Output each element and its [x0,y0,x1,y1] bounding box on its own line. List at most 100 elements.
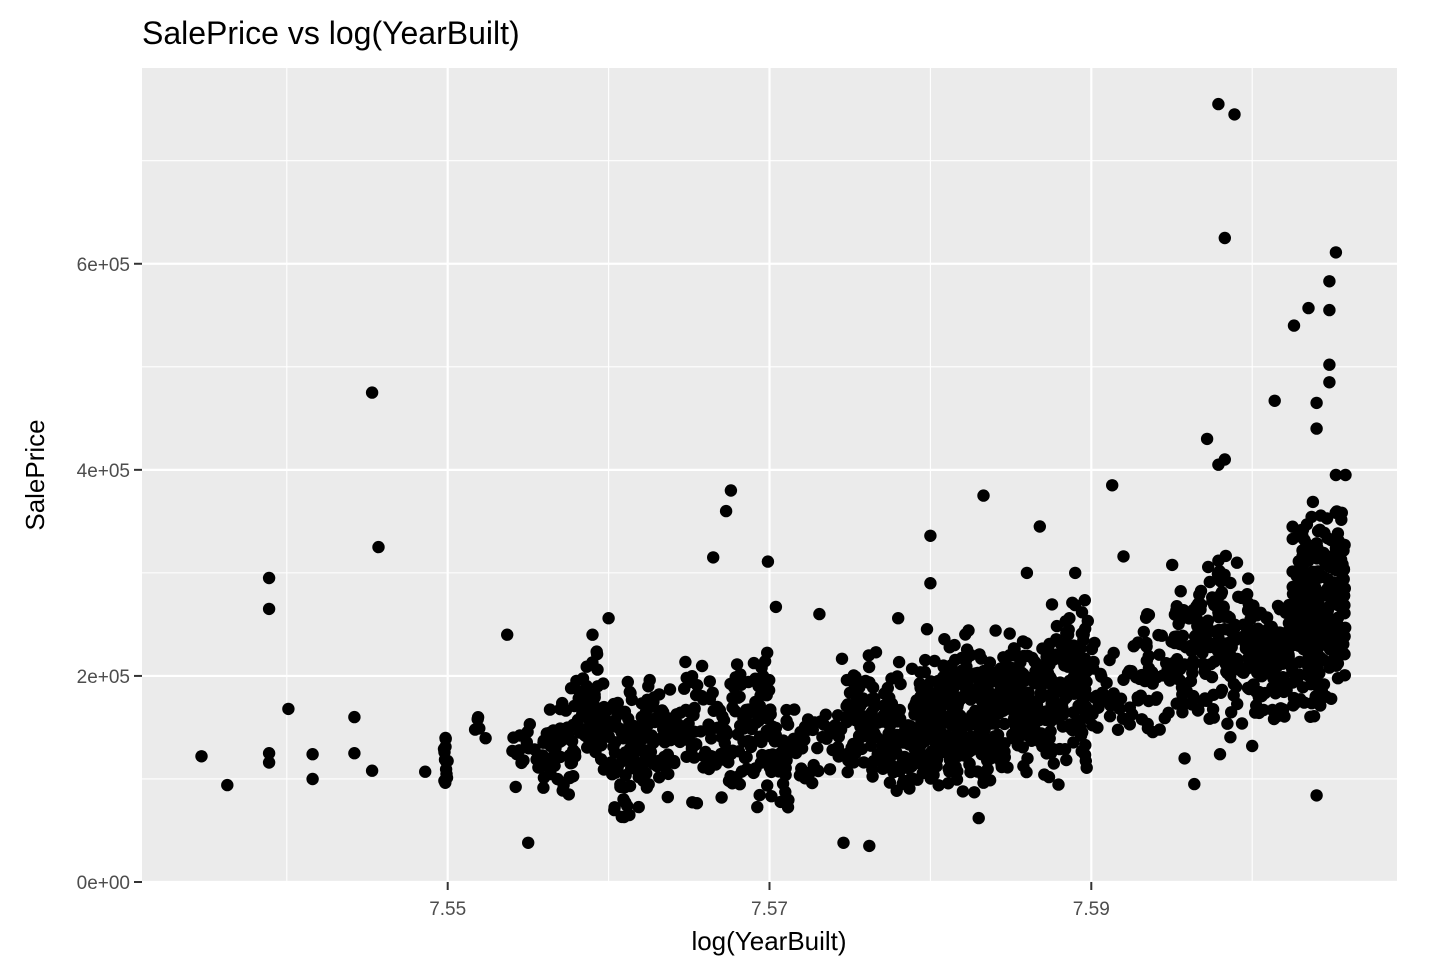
data-point [742,734,755,748]
data-point [1268,394,1281,407]
data-point [717,714,731,727]
data-point [760,689,773,702]
data-point [892,655,906,669]
data-point [372,540,385,554]
data-point [1022,686,1035,699]
data-point [691,679,704,692]
data-point [1052,778,1065,791]
data-point [707,551,720,564]
data-point [1132,694,1145,707]
data-point [747,766,760,780]
data-point [863,839,876,853]
data-point [348,747,361,760]
data-point [626,758,639,772]
data-point [1319,588,1333,601]
data-point [1033,520,1047,533]
data-point [776,736,789,750]
data-point [1218,453,1232,466]
data-point [847,756,860,769]
data-point [1017,675,1030,688]
data-point [920,623,934,636]
data-point [1289,618,1303,632]
data-point [726,777,739,790]
data-point [1329,468,1343,482]
data-point [643,673,656,687]
data-point [1218,231,1232,245]
data-point [1153,648,1166,661]
data-point [1203,575,1217,589]
data-point [1298,696,1311,709]
data-point [1116,712,1130,725]
data-point [891,714,904,727]
data-point [1270,639,1283,652]
data-point [788,703,801,716]
data-point [607,740,620,753]
data-point [1286,520,1299,533]
data-point [814,715,827,728]
data-point [824,723,837,737]
data-point [798,733,811,747]
data-point [881,681,894,695]
data-point [1080,761,1093,774]
data-point [619,796,632,809]
data-point [705,732,718,745]
data-point [1296,609,1310,622]
data-point [1153,723,1166,736]
data-point [1033,735,1047,749]
data-point [1050,648,1064,661]
data-point [1149,693,1163,706]
data-point [1329,246,1343,259]
data-point [1325,631,1338,644]
data-point [1296,681,1310,694]
data-point [1142,662,1156,675]
data-point [1310,789,1323,802]
data-point [690,738,703,751]
data-point [599,705,613,718]
data-point [580,660,593,673]
data-point [632,800,645,814]
data-point [865,706,878,719]
data-point [929,699,943,712]
data-point [942,777,955,790]
data-point [1307,710,1321,723]
data-point [1211,590,1225,604]
data-point [876,752,889,766]
data-point [849,713,862,727]
data-point [930,760,943,773]
data-point [618,705,632,718]
data-point [765,765,778,779]
data-point [1237,633,1251,646]
data-point [1189,629,1203,642]
data-point [1213,565,1226,578]
data-point [703,675,716,688]
data-point [965,708,979,722]
data-point [892,612,905,625]
data-point [565,735,579,748]
data-point [221,778,234,792]
data-point [729,705,742,718]
data-point [1135,713,1149,726]
data-point [647,695,660,709]
data-point [1076,692,1090,705]
data-point [826,743,839,757]
data-point [831,709,845,722]
data-point [262,756,276,769]
data-point [1180,684,1193,698]
data-point [1185,645,1199,658]
data-point [1166,558,1179,572]
data-point [1028,700,1042,713]
data-point [1205,670,1219,684]
data-point [576,672,590,685]
data-point [1008,649,1021,662]
data-point [978,699,991,713]
data-point [1091,721,1104,734]
data-point [642,752,656,765]
data-point [615,810,628,824]
data-point [1006,697,1020,710]
data-point [1053,742,1066,756]
data-point [1235,717,1249,730]
data-point [1257,660,1271,673]
data-point [1170,653,1184,666]
data-point [971,765,984,778]
